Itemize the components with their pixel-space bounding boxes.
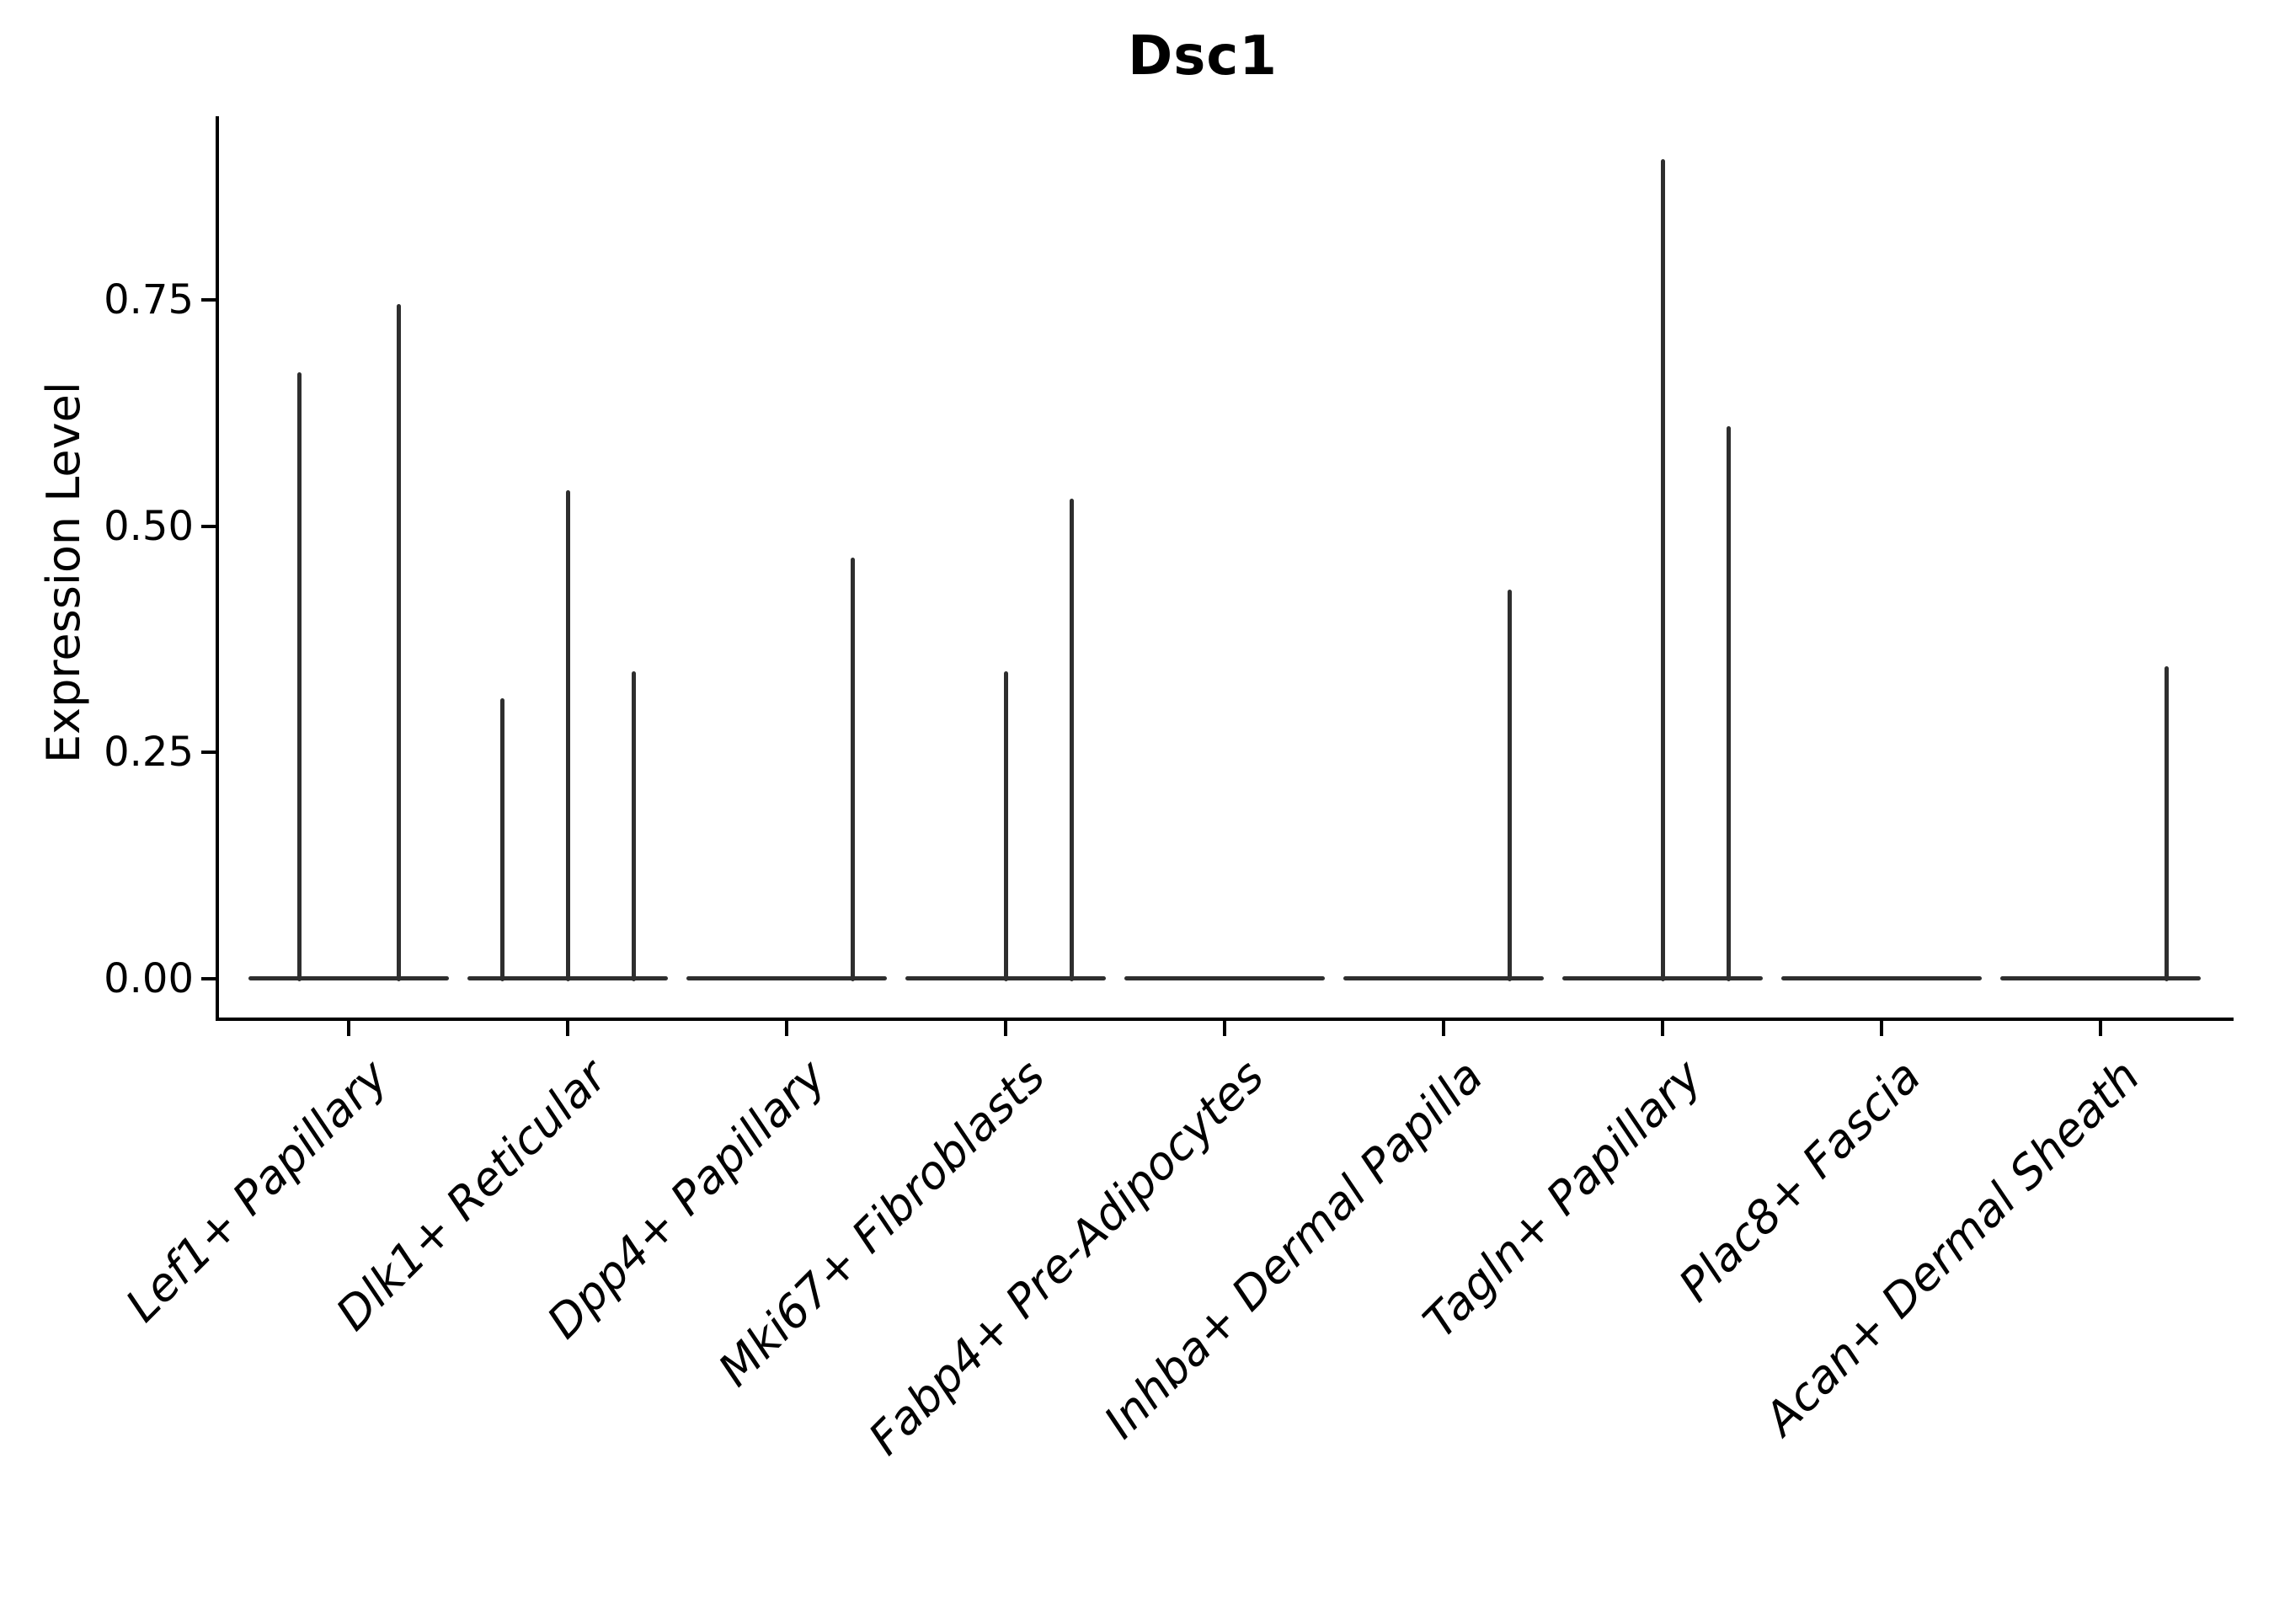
y-tick-mark [201, 977, 216, 980]
violin-baseline [1343, 976, 1544, 980]
violin-spike [1069, 499, 1074, 981]
x-tick-mark [347, 1021, 350, 1036]
violin-spike [1660, 159, 1665, 981]
plot-title: Dsc1 [1128, 25, 1278, 88]
violin-baseline [1124, 976, 1325, 980]
violin-baseline [686, 976, 887, 980]
y-tick-mark [201, 297, 216, 302]
y-tick-mark [201, 751, 216, 755]
x-tick-mark [1223, 1021, 1226, 1036]
violin-spike [2164, 666, 2169, 981]
violin-baseline [1781, 976, 1982, 980]
y-tick-label: 0.00 [104, 955, 194, 1002]
y-tick-label: 0.75 [104, 275, 194, 323]
violin-spike [499, 697, 504, 981]
violin-baseline [2000, 976, 2201, 980]
violin-spike [296, 371, 302, 981]
x-tick-mark [1661, 1021, 1664, 1036]
x-axis-line [216, 1018, 2234, 1021]
violin-spike [631, 670, 636, 981]
violin-baseline [248, 976, 449, 980]
violin-spike [1507, 589, 1512, 981]
x-tick-mark [1442, 1021, 1445, 1036]
x-tick-mark [2099, 1021, 2102, 1036]
y-tick-mark [201, 524, 216, 528]
y-tick-label: 0.50 [104, 502, 194, 550]
violin-spike [396, 304, 401, 981]
violin-plot-figure: Dsc1 Expression Level 0.00 0.25 0.50 0.75 Le… [37, 25, 2234, 1466]
y-tick-label: 0.25 [104, 729, 194, 777]
violin-spike [565, 489, 570, 981]
x-tick-mark [785, 1021, 788, 1036]
x-tick-mark [566, 1021, 569, 1036]
violin-spike [1726, 426, 1731, 981]
x-tick-mark [1004, 1021, 1007, 1036]
x-tick-mark [1880, 1021, 1883, 1036]
violin-spike [1003, 670, 1008, 981]
violin-spike [850, 558, 855, 981]
y-axis-line [216, 116, 219, 1021]
